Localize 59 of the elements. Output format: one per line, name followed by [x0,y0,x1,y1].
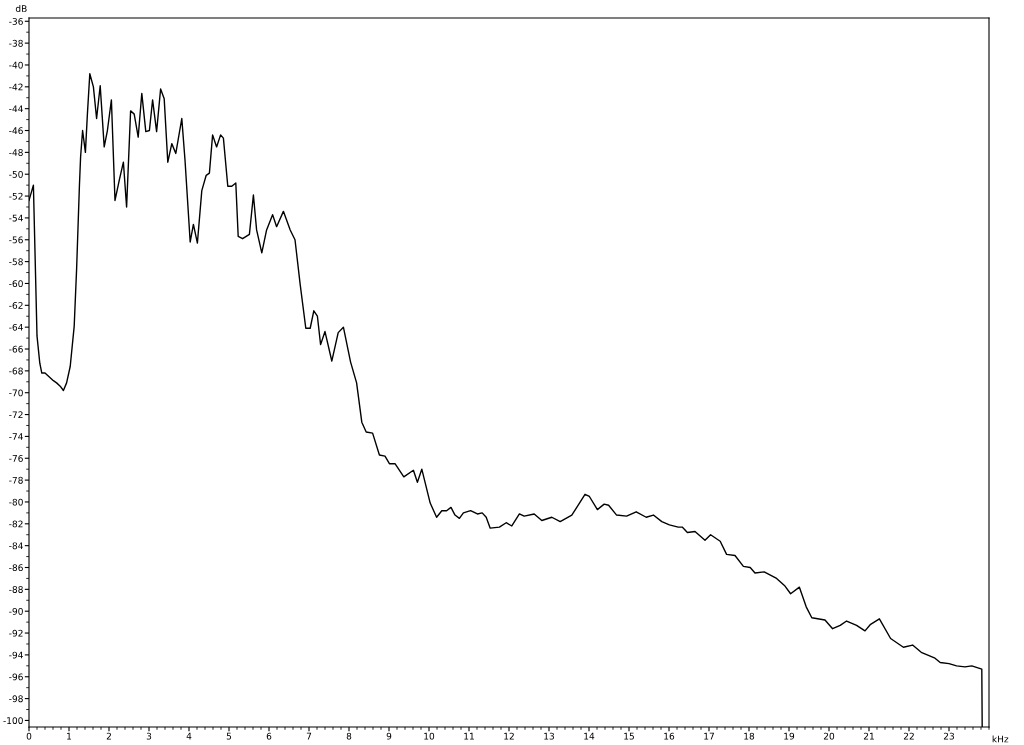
y-tick-label: -84 [9,542,23,550]
y-tick-label: -74 [9,433,23,440]
y-tick-label: -80 [9,498,23,506]
x-tick-label: 9 [386,732,392,740]
x-tick-label: 0 [26,732,32,740]
x-tick-label: 2 [106,732,111,740]
y-tick-label: -98 [9,695,23,703]
y-tick-label: -62 [9,302,23,309]
y-tick-label: -68 [9,367,23,375]
y-tick-label: -82 [9,520,23,528]
y-tick-label: -40 [9,61,23,69]
y-tick-label: -96 [9,673,23,681]
y-tick-label: -64 [9,323,23,331]
x-tick-label: 22 [903,732,914,740]
x-axis-title: kHz [992,735,1009,743]
x-tick-label: 13 [544,732,555,740]
y-tick-label: -44 [9,105,23,113]
y-tick-label: -46 [9,127,23,135]
x-tick-label: 18 [744,732,755,740]
y-tick-label: -54 [9,214,23,222]
y-tick-label: -36 [9,18,23,25]
x-tick-label: 19 [784,732,795,740]
y-tick-label: -38 [9,39,23,47]
x-tick-label: 1 [67,732,72,740]
y-tick-label: -42 [9,83,23,91]
x-tick-label: 14 [584,732,595,740]
y-tick-label: -52 [9,192,23,200]
x-tick-label: 7 [306,732,312,740]
x-tick-label: 6 [266,732,272,740]
x-tick-label: 11 [464,732,474,740]
y-tick-label: -78 [9,476,23,484]
x-tick-label: 20 [823,732,835,740]
x-tick-label: 23 [943,732,955,740]
y-tick-label: -94 [9,651,23,659]
y-tick-label: -100 [3,717,23,724]
y-axis-title: dB [15,5,27,12]
y-tick-label: -58 [9,258,23,266]
y-tick-label: -92 [9,629,23,637]
x-tick-label: 3 [146,732,152,740]
y-tick-label: -70 [9,389,23,397]
x-tick-label: 10 [424,732,435,740]
x-tick-label: 15 [624,732,634,740]
x-tick-label: 17 [704,732,714,740]
y-tick-label: -76 [9,454,23,462]
x-tick-label: 5 [226,732,232,740]
y-tick-label: -60 [9,280,23,288]
y-tick-label: -88 [9,586,23,593]
x-tick-label: 4 [186,732,192,740]
y-tick-label: -86 [9,564,23,572]
x-tick-label: 8 [346,732,352,740]
x-tick-label: 21 [863,732,874,740]
y-tick-label: -66 [9,345,23,353]
y-tick-label: -48 [9,149,23,156]
x-tick-label: 12 [504,732,514,740]
y-tick-label: -50 [9,170,23,178]
y-tick-label: -56 [9,236,23,244]
y-tick-label: -72 [9,411,23,418]
x-tick-label: 16 [664,732,675,740]
y-tick-label: -90 [9,607,23,615]
